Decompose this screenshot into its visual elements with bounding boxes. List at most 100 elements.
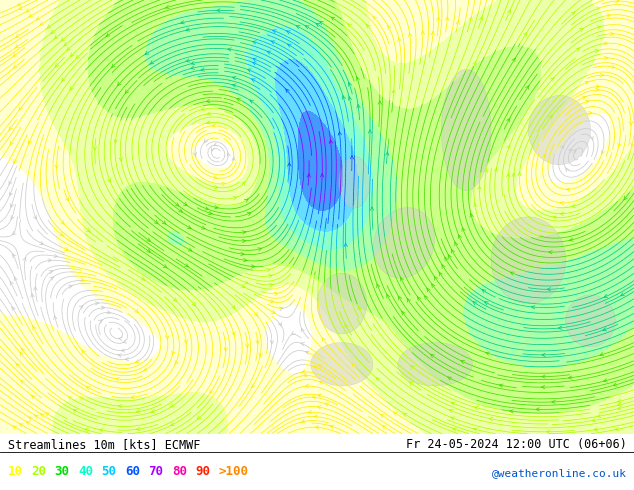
FancyArrowPatch shape <box>318 406 321 409</box>
FancyArrowPatch shape <box>36 17 40 20</box>
FancyArrowPatch shape <box>231 305 235 309</box>
FancyArrowPatch shape <box>287 31 290 34</box>
FancyArrowPatch shape <box>631 143 634 147</box>
FancyArrowPatch shape <box>549 115 552 119</box>
FancyArrowPatch shape <box>342 96 346 99</box>
FancyArrowPatch shape <box>184 340 188 343</box>
FancyArrowPatch shape <box>207 112 210 115</box>
FancyArrowPatch shape <box>123 340 127 343</box>
FancyArrowPatch shape <box>20 352 23 356</box>
FancyArrowPatch shape <box>500 384 503 387</box>
Text: 90: 90 <box>195 465 210 478</box>
FancyArrowPatch shape <box>508 10 510 14</box>
FancyArrowPatch shape <box>392 90 395 94</box>
FancyArrowPatch shape <box>250 100 254 103</box>
FancyArrowPatch shape <box>344 244 347 246</box>
FancyArrowPatch shape <box>150 61 154 64</box>
FancyArrowPatch shape <box>60 233 63 236</box>
FancyArrowPatch shape <box>32 395 36 399</box>
FancyArrowPatch shape <box>453 428 456 431</box>
FancyArrowPatch shape <box>26 9 30 12</box>
FancyArrowPatch shape <box>245 281 249 284</box>
FancyArrowPatch shape <box>306 26 309 29</box>
FancyArrowPatch shape <box>191 61 195 65</box>
FancyArrowPatch shape <box>418 297 421 300</box>
FancyArrowPatch shape <box>107 33 110 36</box>
FancyArrowPatch shape <box>400 277 403 281</box>
FancyArrowPatch shape <box>146 249 150 252</box>
FancyArrowPatch shape <box>547 288 550 291</box>
FancyArrowPatch shape <box>338 132 342 135</box>
FancyArrowPatch shape <box>175 361 178 365</box>
FancyArrowPatch shape <box>135 309 138 313</box>
FancyArrowPatch shape <box>214 186 218 189</box>
FancyArrowPatch shape <box>13 426 16 429</box>
FancyArrowPatch shape <box>470 214 473 217</box>
FancyArrowPatch shape <box>61 220 64 224</box>
FancyArrowPatch shape <box>154 220 158 223</box>
FancyArrowPatch shape <box>271 311 275 314</box>
FancyArrowPatch shape <box>269 283 273 287</box>
Text: @weatheronline.co.uk: @weatheronline.co.uk <box>491 467 626 478</box>
FancyArrowPatch shape <box>494 169 498 172</box>
FancyArrowPatch shape <box>183 202 187 206</box>
FancyArrowPatch shape <box>243 259 247 262</box>
FancyArrowPatch shape <box>329 140 332 144</box>
FancyArrowPatch shape <box>119 405 122 408</box>
FancyArrowPatch shape <box>29 14 33 17</box>
FancyArrowPatch shape <box>604 294 608 297</box>
FancyArrowPatch shape <box>79 306 83 309</box>
FancyArrowPatch shape <box>86 387 90 390</box>
FancyArrowPatch shape <box>316 24 320 26</box>
FancyArrowPatch shape <box>358 306 361 310</box>
FancyArrowPatch shape <box>320 173 324 177</box>
FancyArrowPatch shape <box>306 351 309 354</box>
FancyArrowPatch shape <box>320 22 323 24</box>
FancyArrowPatch shape <box>118 354 122 357</box>
FancyArrowPatch shape <box>176 203 179 206</box>
FancyArrowPatch shape <box>292 331 295 335</box>
FancyArrowPatch shape <box>510 410 514 413</box>
FancyArrowPatch shape <box>29 140 32 144</box>
FancyArrowPatch shape <box>430 354 434 358</box>
FancyArrowPatch shape <box>536 408 540 411</box>
FancyArrowPatch shape <box>222 182 225 186</box>
FancyArrowPatch shape <box>616 0 619 2</box>
FancyArrowPatch shape <box>55 64 59 67</box>
FancyArrowPatch shape <box>20 424 23 427</box>
FancyArrowPatch shape <box>13 231 16 234</box>
Ellipse shape <box>339 156 370 208</box>
FancyArrowPatch shape <box>618 406 621 410</box>
Text: 40: 40 <box>78 465 93 478</box>
FancyArrowPatch shape <box>48 259 51 262</box>
FancyArrowPatch shape <box>448 377 451 380</box>
FancyArrowPatch shape <box>320 381 323 384</box>
FancyArrowPatch shape <box>301 343 304 346</box>
FancyArrowPatch shape <box>376 378 380 381</box>
FancyArrowPatch shape <box>427 288 430 292</box>
FancyArrowPatch shape <box>486 352 489 355</box>
FancyArrowPatch shape <box>380 415 384 417</box>
FancyArrowPatch shape <box>573 150 576 153</box>
FancyArrowPatch shape <box>510 272 514 275</box>
FancyArrowPatch shape <box>611 32 614 35</box>
FancyArrowPatch shape <box>526 86 529 90</box>
FancyArrowPatch shape <box>35 415 39 418</box>
FancyArrowPatch shape <box>507 145 510 149</box>
FancyArrowPatch shape <box>474 203 477 207</box>
FancyArrowPatch shape <box>275 293 278 295</box>
FancyArrowPatch shape <box>212 124 216 127</box>
FancyArrowPatch shape <box>214 143 217 146</box>
Ellipse shape <box>528 96 590 165</box>
FancyArrowPatch shape <box>307 174 311 177</box>
FancyArrowPatch shape <box>425 296 428 299</box>
FancyArrowPatch shape <box>252 62 256 65</box>
FancyArrowPatch shape <box>247 213 251 216</box>
FancyArrowPatch shape <box>112 64 115 68</box>
FancyArrowPatch shape <box>445 257 448 261</box>
FancyArrowPatch shape <box>144 368 148 371</box>
FancyArrowPatch shape <box>242 231 246 234</box>
FancyArrowPatch shape <box>450 410 453 413</box>
FancyArrowPatch shape <box>48 25 51 28</box>
FancyArrowPatch shape <box>10 192 13 196</box>
